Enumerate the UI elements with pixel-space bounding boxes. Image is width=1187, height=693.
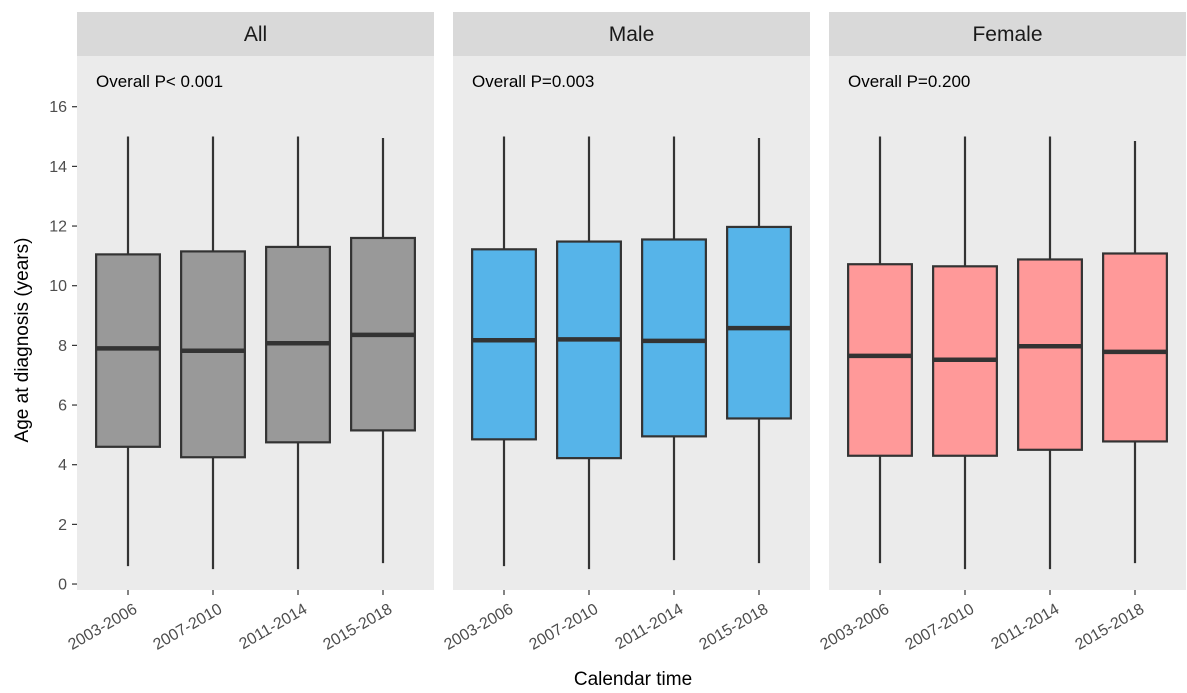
y-axis: 0 2 4 6 8 10 12 14 16 xyxy=(49,99,77,594)
strip-label: Male xyxy=(609,23,655,46)
x-tick-label: 2003-2006 xyxy=(441,601,516,654)
x-tick-label: 2003-2006 xyxy=(65,601,140,654)
box-2015-2018 xyxy=(726,138,792,564)
x-tick-label: 2007-2010 xyxy=(150,601,225,654)
box-2003-2006 xyxy=(847,136,913,564)
iqr-box xyxy=(556,240,622,460)
x-axis-title: Calendar time xyxy=(574,669,692,690)
strip-background xyxy=(77,12,434,56)
box-2003-2006 xyxy=(471,136,537,567)
p-value-annotation: Overall P=0.003 xyxy=(472,72,594,91)
box-2011-2014 xyxy=(1017,136,1083,570)
x-tick-label: 2003-2006 xyxy=(817,601,892,654)
box-2011-2014 xyxy=(641,136,707,561)
iqr-box xyxy=(471,248,537,441)
box-2007-2010 xyxy=(180,136,246,570)
box-2015-2018 xyxy=(350,138,416,564)
y-tick-label: 0 xyxy=(58,577,67,594)
x-tick-label: 2007-2010 xyxy=(526,601,601,654)
iqr-box xyxy=(641,238,707,438)
x-tick-label: 2015-2018 xyxy=(696,601,771,654)
y-tick-label: 14 xyxy=(49,159,67,176)
x-tick-label: 2011-2014 xyxy=(236,601,310,653)
box-2003-2006 xyxy=(95,136,161,567)
p-value-annotation: Overall P=0.200 xyxy=(848,72,970,91)
box-2011-2014 xyxy=(265,136,331,570)
iqr-box xyxy=(847,263,913,457)
strip-label: All xyxy=(244,23,267,46)
strip-label: Female xyxy=(972,23,1042,46)
y-tick-label: 4 xyxy=(58,457,67,474)
x-tick-label: 2015-2018 xyxy=(1072,601,1147,654)
strip-background xyxy=(453,12,810,56)
x-tick-label: 2011-2014 xyxy=(612,601,686,653)
iqr-box xyxy=(1102,252,1168,443)
box-2015-2018 xyxy=(1102,141,1168,564)
iqr-box xyxy=(726,225,792,420)
iqr-box xyxy=(1017,258,1083,451)
box-2007-2010 xyxy=(556,136,622,570)
y-axis-title: Age at diagnosis (years) xyxy=(12,238,33,443)
box-2007-2010 xyxy=(932,136,998,570)
p-value-annotation: Overall P< 0.001 xyxy=(96,72,223,91)
y-tick-label: 6 xyxy=(58,398,67,415)
y-tick-label: 16 xyxy=(49,99,67,116)
y-tick-label: 2 xyxy=(58,517,67,534)
strip-background xyxy=(829,12,1186,56)
x-tick-label: 2007-2010 xyxy=(902,601,977,654)
x-tick-label: 2015-2018 xyxy=(320,601,395,654)
y-tick-label: 8 xyxy=(58,338,67,355)
x-tick-label: 2011-2014 xyxy=(988,601,1062,653)
iqr-box xyxy=(180,250,246,459)
y-tick-label: 12 xyxy=(49,219,67,236)
y-tick-label: 10 xyxy=(49,278,67,295)
